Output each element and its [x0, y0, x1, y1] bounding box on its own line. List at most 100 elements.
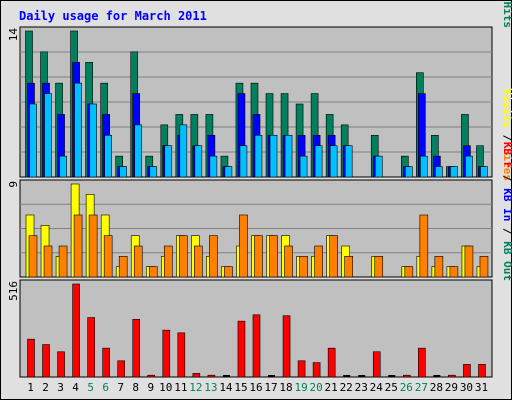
bar-kbf [132, 319, 141, 378]
bar-sites [284, 245, 293, 278]
day-label: 5 [87, 381, 94, 394]
legend-entry: KB F [501, 142, 512, 169]
bar-kbf [237, 320, 246, 378]
bar-pages [435, 166, 443, 178]
legend-entry: Visits [501, 88, 512, 128]
bar-sites [269, 235, 278, 278]
bar-kbf [102, 347, 110, 378]
bar-kbf-zero [343, 375, 351, 377]
ymax-label: 516 [7, 281, 20, 301]
day-label: 31 [475, 381, 488, 394]
day-label: 18 [279, 381, 292, 394]
legend-entry: / [501, 128, 512, 148]
bar-sites [224, 266, 233, 278]
bar-sites [28, 235, 38, 278]
bar-kbf [87, 317, 95, 378]
bar-sites [449, 266, 459, 278]
bar-pages [119, 166, 127, 178]
bar-pages [329, 145, 338, 178]
bar-pages [179, 124, 188, 178]
legend-entry: / [501, 0, 512, 2]
bar-kbf-zero [388, 375, 396, 377]
bar-sites [374, 256, 384, 278]
day-label: 27 [415, 381, 428, 394]
bar-pages [269, 134, 278, 178]
bar-kbf-zero [268, 375, 276, 377]
bar-pages [44, 93, 52, 178]
bar-kbf-zero [433, 375, 441, 377]
bar-pages [209, 155, 218, 178]
day-label: 2 [42, 381, 49, 394]
bar-kbf [117, 360, 125, 378]
bar-sites [479, 256, 489, 278]
bar-kbf [478, 364, 486, 378]
bar-sites [58, 245, 68, 278]
bar-kbf [403, 374, 411, 378]
bar-sites [194, 245, 203, 278]
bar-sites [404, 266, 414, 278]
bar-kbf [162, 329, 171, 378]
day-label: 28 [430, 381, 443, 394]
bar-kbf [448, 374, 456, 378]
bar-pages [284, 134, 293, 178]
bar-kbf [42, 344, 50, 378]
bar-pages [104, 134, 112, 178]
day-label: 13 [204, 381, 217, 394]
day-label: 29 [445, 381, 458, 394]
bar-sites [299, 256, 308, 278]
bar-kbf [372, 351, 381, 378]
day-label: 8 [132, 381, 139, 394]
day-label: 1 [27, 381, 34, 394]
bar-pages [239, 145, 248, 178]
legend-hits-files-pages: Pages / Files / Hits [501, 0, 512, 28]
legend-entry: Hits [501, 2, 512, 29]
bar-pages [74, 82, 82, 178]
day-label: 24 [370, 381, 384, 394]
bar-pages [134, 124, 143, 178]
bar-kbf [27, 338, 35, 378]
legend-kbytes: KB F / KB In / KB Out [501, 142, 512, 281]
bar-kbf [192, 373, 201, 378]
bar-kbf-zero [358, 375, 366, 377]
bar-sites [419, 214, 429, 278]
bar-kbf-zero [222, 375, 230, 377]
bar-sites [434, 256, 444, 278]
ymax-label: 9 [7, 181, 20, 188]
bar-sites [73, 214, 83, 278]
bar-pages [299, 155, 308, 178]
bar-kbf [147, 374, 156, 378]
bar-pages [314, 145, 323, 178]
legend-entry: / [501, 221, 512, 241]
bar-kbf [252, 314, 261, 378]
legend-entry: / [501, 168, 512, 188]
bar-pages [164, 145, 173, 178]
day-label: 14 [219, 381, 233, 394]
day-label: 19 [294, 381, 307, 394]
bar-sites [344, 256, 353, 278]
bar-kbf [207, 374, 216, 378]
bar-pages [149, 166, 158, 178]
bar-sites [329, 235, 338, 278]
day-label: 17 [264, 381, 277, 394]
bar-sites [179, 235, 188, 278]
bar-sites [133, 245, 143, 278]
bar-kbf [327, 347, 336, 378]
bar-sites [254, 235, 263, 278]
bar-sites [314, 245, 323, 278]
bar-sites [118, 256, 128, 278]
bar-kbf [463, 364, 471, 378]
day-label: 11 [174, 381, 187, 394]
bar-kbf [72, 283, 80, 378]
day-label: 26 [400, 381, 413, 394]
bar-sites [103, 235, 113, 278]
bar-sites [239, 214, 248, 278]
bar-kbf [57, 351, 65, 378]
day-label: 22 [340, 381, 353, 394]
bar-pages [29, 103, 37, 178]
chart-title: Daily usage for March 2011 [19, 9, 207, 23]
bar-pages [254, 134, 263, 178]
day-label: 20 [310, 381, 323, 394]
bar-sites [88, 214, 98, 278]
